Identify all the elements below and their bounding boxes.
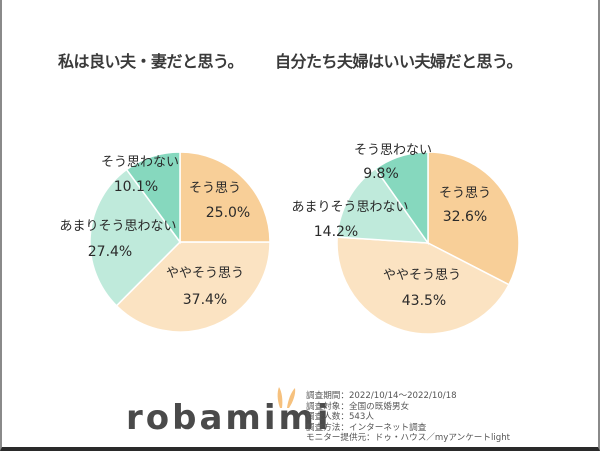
slice-category-label: あまりそう思わない — [59, 219, 176, 234]
chart-title-right: 自分たち夫婦はいい夫婦だと思う。 — [275, 52, 523, 71]
pie-slice — [374, 151, 429, 246]
slice-value-label: 37.4% — [183, 292, 227, 308]
slice-value-label: 27.4% — [88, 244, 132, 260]
survey-count: 調査人数：543人 — [306, 412, 374, 423]
slice-category-label: あまりそう思わない — [291, 200, 408, 215]
slice-value-label: 14.2% — [314, 224, 358, 240]
pie-labels: そう思う 25.0% ややそう思う 37.4% あまりそう思わない 27.4% そう思わない… — [59, 143, 491, 309]
slice-value-label: 9.8% — [363, 166, 399, 182]
chart-title-left: 私は良い夫・妻だと思う。 — [58, 52, 244, 71]
slice-category-label: ややそう思う — [166, 266, 244, 281]
robamimi-logo: robamimi — [126, 398, 332, 438]
slice-value-label: 32.6% — [443, 209, 487, 225]
pie-slice — [179, 151, 271, 243]
slice-value-label: 43.5% — [402, 293, 446, 309]
slice-category-label: そう思わない — [354, 143, 432, 158]
pie-slice — [336, 236, 510, 335]
pie-chart-left — [89, 151, 271, 333]
pie-slice — [427, 151, 520, 286]
slice-category-label: そう思う — [439, 186, 491, 201]
slice-value-label: 25.0% — [206, 205, 250, 221]
slice-category-label: そう思う — [189, 181, 241, 196]
survey-period: 調査期間：2022/10/14～2022/10/18 — [306, 391, 457, 401]
bunny-ears-icon — [277, 387, 296, 408]
pie-slice — [125, 151, 181, 245]
pie-slice — [115, 241, 271, 333]
survey-notes: 調査期間：2022/10/14～2022/10/18 調査対象：全国の既婚男女 … — [306, 391, 510, 444]
survey-provider: モニター提供元：ドゥ・ハウス／myアンケートlight — [306, 433, 511, 444]
survey-target: 調査対象：全国の既婚男女 — [306, 401, 410, 412]
pie-slice — [89, 168, 181, 307]
slice-category-label: そう思わない — [101, 155, 179, 170]
slice-category-label: ややそう思う — [383, 268, 461, 283]
survey-method: 調査方法：インターネット調査 — [306, 422, 427, 433]
slice-value-label: 10.1% — [114, 179, 158, 195]
pie-chart-right — [336, 151, 520, 335]
pie-slice — [336, 167, 430, 244]
